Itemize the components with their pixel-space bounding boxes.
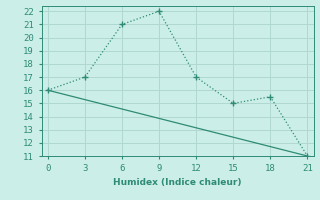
X-axis label: Humidex (Indice chaleur): Humidex (Indice chaleur) bbox=[113, 178, 242, 187]
